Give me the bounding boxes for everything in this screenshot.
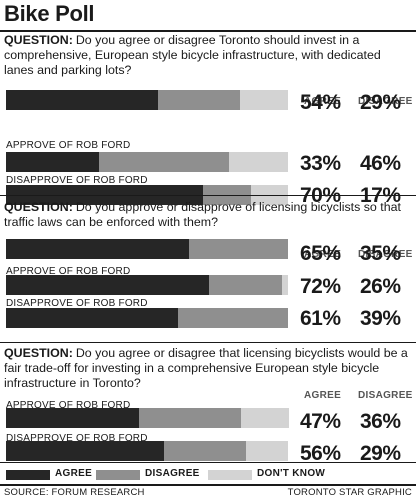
disagree-column-header: DISAGREE <box>358 390 413 401</box>
group-label: APPROVE OF ROB FORD <box>6 266 131 277</box>
group-label: APPROVE OF ROB FORD <box>6 140 131 151</box>
disagree-percent: 35% <box>360 242 401 265</box>
stacked-bar <box>6 441 288 461</box>
agree-percent: 47% <box>300 410 341 433</box>
stacked-bar <box>6 308 288 328</box>
agree-percent: 56% <box>300 442 341 465</box>
legend-disagree-swatch <box>96 470 140 480</box>
bar-segment-agree <box>6 239 189 259</box>
question-body: Do you agree or disagree that licensing … <box>4 346 408 390</box>
stacked-bar <box>6 239 288 259</box>
agree-column-header: AGREE <box>304 96 342 107</box>
bar-segment-agree <box>6 308 178 328</box>
bar-segment-disagree <box>178 308 288 328</box>
stacked-bar <box>6 275 288 295</box>
group-label: DISAPPROVE OF ROB FORD <box>6 433 148 444</box>
bar-segment-disagree <box>139 408 241 428</box>
graphic-credit: TORONTO STAR GRAPHIC <box>287 487 412 498</box>
question-text: QUESTION: Do you agree or disagree that l… <box>4 346 412 391</box>
bar-segment-dontknow <box>229 152 288 172</box>
bar-segment-dontknow <box>240 90 288 110</box>
legend-disagree-label: DISAGREE <box>145 468 200 479</box>
title-rule <box>0 30 416 32</box>
agree-percent: 33% <box>300 152 341 175</box>
legend-agree-label: AGREE <box>55 468 93 479</box>
question-body: Do you approve or disapprove of licensin… <box>4 200 401 229</box>
disagree-percent: 36% <box>360 410 401 433</box>
disagree-column-header: DISAGREE <box>358 249 413 260</box>
disagree-column-header: DISAGREE <box>358 96 413 107</box>
bar-segment-agree <box>6 441 164 461</box>
agree-percent: 54% <box>300 91 341 114</box>
legend-rule <box>0 462 416 463</box>
bar-segment-agree <box>6 275 209 295</box>
footer-rule <box>0 484 416 486</box>
agree-column-header: AGREE <box>304 249 342 260</box>
section-rule <box>0 30 416 31</box>
group-label: APPROVE OF ROB FORD <box>6 400 131 411</box>
disagree-percent: 29% <box>360 442 401 465</box>
agree-percent: 65% <box>300 242 341 265</box>
group-label: DISAPPROVE OF ROB FORD <box>6 175 148 186</box>
bar-segment-dontknow <box>246 441 288 461</box>
agree-column-header: AGREE <box>304 390 342 401</box>
disagree-percent: 29% <box>360 91 401 114</box>
source-note: SOURCE: FORUM RESEARCH <box>4 487 145 498</box>
legend-agree-swatch <box>6 470 50 480</box>
legend-dontknow-label: DON'T KNOW <box>257 468 326 479</box>
section-rule <box>0 195 416 196</box>
bar-segment-dontknow <box>282 275 288 295</box>
agree-percent: 72% <box>300 275 341 298</box>
bar-segment-disagree <box>164 441 246 461</box>
question-label: QUESTION: <box>4 346 73 360</box>
bar-segment-disagree <box>99 152 229 172</box>
question-text: QUESTION: Do you agree or disagree Toront… <box>4 33 412 78</box>
question-body: Do you agree or disagree Toronto should … <box>4 33 381 77</box>
agree-percent: 61% <box>300 307 341 330</box>
bar-segment-agree <box>6 408 139 428</box>
bar-segment-disagree <box>158 90 240 110</box>
question-label: QUESTION: <box>4 200 73 214</box>
group-label: DISAPPROVE OF ROB FORD <box>6 298 148 309</box>
bar-segment-disagree <box>209 275 282 295</box>
bar-segment-agree <box>6 90 158 110</box>
disagree-percent: 46% <box>360 152 401 175</box>
stacked-bar <box>6 90 288 110</box>
question-text: QUESTION: Do you approve or disapprove of… <box>4 200 412 230</box>
poll-title: Bike Poll <box>4 1 95 26</box>
disagree-percent: 39% <box>360 307 401 330</box>
disagree-percent: 26% <box>360 275 401 298</box>
bar-segment-disagree <box>189 239 288 259</box>
question-label: QUESTION: <box>4 33 73 47</box>
bar-segment-agree <box>6 152 99 172</box>
bar-segment-dontknow <box>241 408 289 428</box>
stacked-bar <box>6 408 289 428</box>
stacked-bar <box>6 152 288 172</box>
legend-dontknow-swatch <box>208 470 252 480</box>
section-rule <box>0 342 416 343</box>
